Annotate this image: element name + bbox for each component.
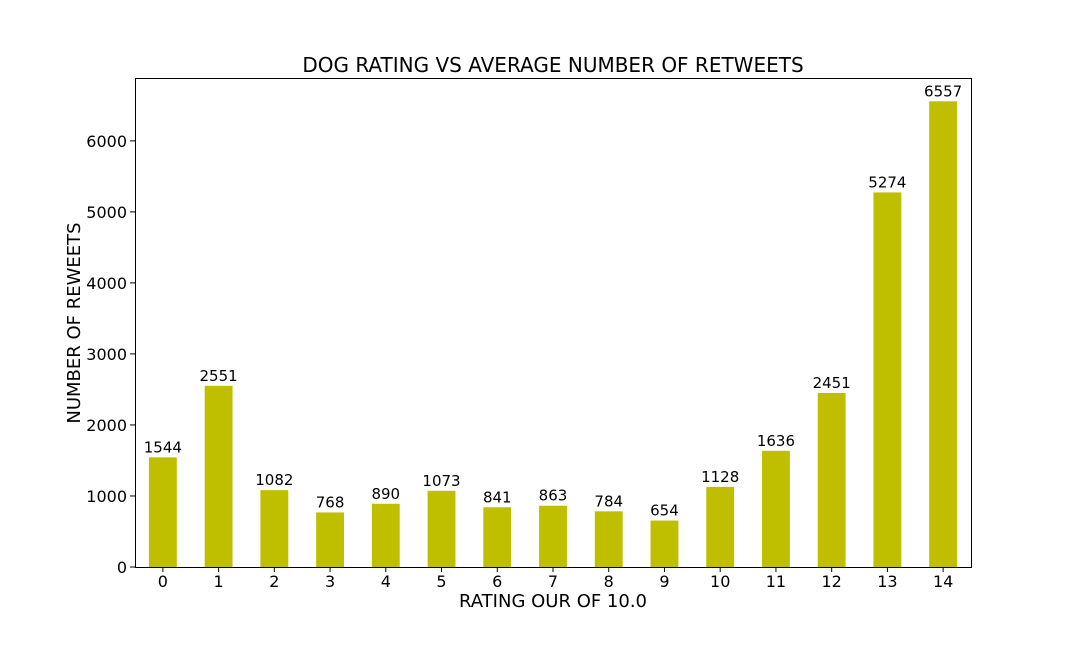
y-tick-label-1000: 1000 [86, 487, 127, 506]
data-label-5: 1073 [422, 472, 460, 490]
chart-title: DOG RATING VS AVERAGE NUMBER OF RETWEETS [302, 53, 803, 77]
bar-5 [427, 490, 456, 567]
x-tick-label-4: 4 [381, 572, 391, 591]
y-axis-label: NUMBER OF REWEETS [64, 222, 85, 423]
data-label-1: 2551 [200, 367, 238, 385]
data-label-8: 784 [594, 492, 623, 510]
data-label-14: 6557 [924, 82, 962, 100]
bar-3 [316, 512, 344, 567]
data-label-9: 654 [650, 502, 679, 520]
bar-6 [483, 507, 512, 567]
x-tick-label-12: 12 [821, 572, 841, 591]
x-tick-label-6: 6 [492, 572, 502, 591]
x-tick-label-1: 1 [214, 572, 224, 591]
x-tick-label-2: 2 [269, 572, 279, 591]
data-label-6: 841 [483, 488, 512, 506]
bar-10 [706, 486, 735, 567]
x-tick-label-0: 0 [158, 572, 168, 591]
y-tick-label-0: 0 [117, 558, 127, 577]
data-label-12: 2451 [813, 374, 851, 392]
y-axis-ticks: 0 1000 2000 3000 4000 5000 6000 [86, 132, 135, 577]
bar-14 [929, 101, 958, 568]
bar-8 [594, 511, 623, 567]
data-label-7: 863 [539, 487, 568, 505]
data-label-13: 5274 [868, 173, 906, 191]
bar-9 [650, 520, 679, 567]
bars-group [148, 101, 958, 568]
x-tick-label-14: 14 [933, 572, 953, 591]
data-label-4: 890 [371, 485, 400, 503]
bar-11 [762, 450, 790, 567]
plot-frame [135, 78, 972, 568]
y-tick-label-4000: 4000 [86, 274, 127, 293]
x-tick-label-5: 5 [436, 572, 446, 591]
data-label-3: 768 [316, 493, 345, 511]
data-label-11: 1636 [757, 432, 795, 450]
bar-2 [260, 490, 289, 567]
y-tick-label-3000: 3000 [86, 345, 127, 364]
data-labels-group: 1544 2551 1082 768 890 1073 841 863 784 654 1128 16… [144, 82, 962, 519]
data-label-2: 1082 [255, 471, 293, 489]
x-tick-label-8: 8 [604, 572, 614, 591]
y-tick-label-6000: 6000 [86, 132, 127, 151]
bar-7 [539, 505, 567, 567]
y-tick-label-2000: 2000 [86, 416, 127, 435]
x-axis-ticks: 0 1 2 3 4 5 6 7 8 9 10 11 12 13 14 [158, 567, 953, 591]
x-tick-label-7: 7 [548, 572, 558, 591]
bar-12 [817, 392, 846, 567]
bar-1 [204, 385, 233, 567]
x-tick-label-3: 3 [325, 572, 335, 591]
bar-0 [148, 457, 177, 567]
bar-13 [873, 192, 902, 568]
x-tick-label-10: 10 [710, 572, 730, 591]
data-label-0: 1544 [144, 438, 182, 456]
x-axis-label: RATING OUR OF 10.0 [459, 591, 647, 612]
y-tick-label-5000: 5000 [86, 203, 127, 222]
x-tick-label-11: 11 [766, 572, 786, 591]
x-tick-label-13: 13 [877, 572, 897, 591]
x-tick-label-9: 9 [659, 572, 669, 591]
bar-4 [371, 503, 400, 567]
data-label-10: 1128 [701, 468, 739, 486]
